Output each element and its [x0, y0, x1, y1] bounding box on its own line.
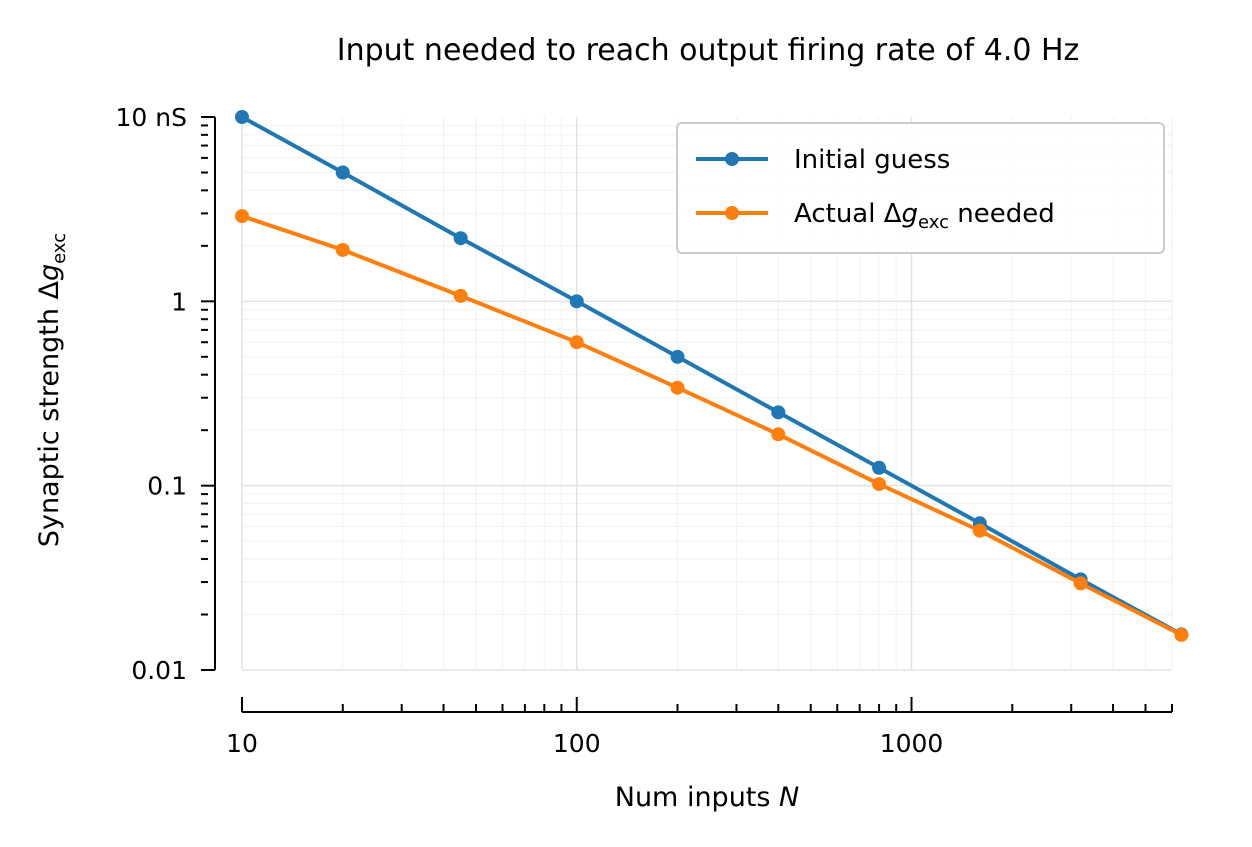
y-tick-label: 0.01	[131, 656, 187, 685]
series-2-point	[569, 335, 584, 350]
legend-marker-2	[725, 206, 739, 220]
chart-title: Input needed to reach output firing rate…	[337, 33, 1080, 68]
series-1-line	[241, 115, 1183, 637]
series-1-point	[569, 294, 584, 309]
series-2-point	[1174, 627, 1189, 642]
y-axis-label: Synaptic strength Δgexc	[34, 233, 70, 547]
series-2-point	[335, 242, 350, 257]
legend-label-1: Initial guess	[794, 145, 950, 175]
x-axis-label: Num inputs N	[615, 782, 800, 813]
legend-marker-1	[725, 152, 739, 166]
series-2-point	[972, 523, 987, 538]
series-2-point	[670, 380, 685, 395]
series-2-point	[453, 288, 468, 303]
series-1-point	[453, 231, 468, 246]
x-tick-label: 1000	[880, 729, 944, 758]
series-layer	[235, 110, 1189, 642]
series-2-point	[872, 477, 887, 492]
series-1-point	[335, 165, 350, 180]
y-tick-label: 0.1	[147, 472, 187, 501]
series-2-point	[771, 427, 786, 442]
legend-label-2: Actual Δgexc needed	[794, 199, 1055, 233]
series-2-point	[1073, 576, 1088, 591]
legend: Initial guess Actual Δgexc needed	[676, 122, 1165, 254]
y-tick-label: 1	[171, 287, 187, 316]
x-tick-label: 10	[226, 729, 258, 758]
y-axis: 10 nS 1 0.1 0.01	[116, 103, 216, 685]
x-tick-label: 100	[553, 729, 601, 758]
y-tick-label: 10 nS	[116, 103, 187, 132]
x-axis: 10 100 1000	[226, 697, 1173, 758]
series-1-point	[670, 349, 685, 364]
legend-box	[676, 122, 1165, 254]
series-1-point	[235, 110, 249, 124]
series-1-point	[771, 405, 786, 420]
series-2-point	[235, 209, 249, 224]
series-1-point	[872, 460, 887, 475]
series-2-line	[241, 214, 1183, 637]
